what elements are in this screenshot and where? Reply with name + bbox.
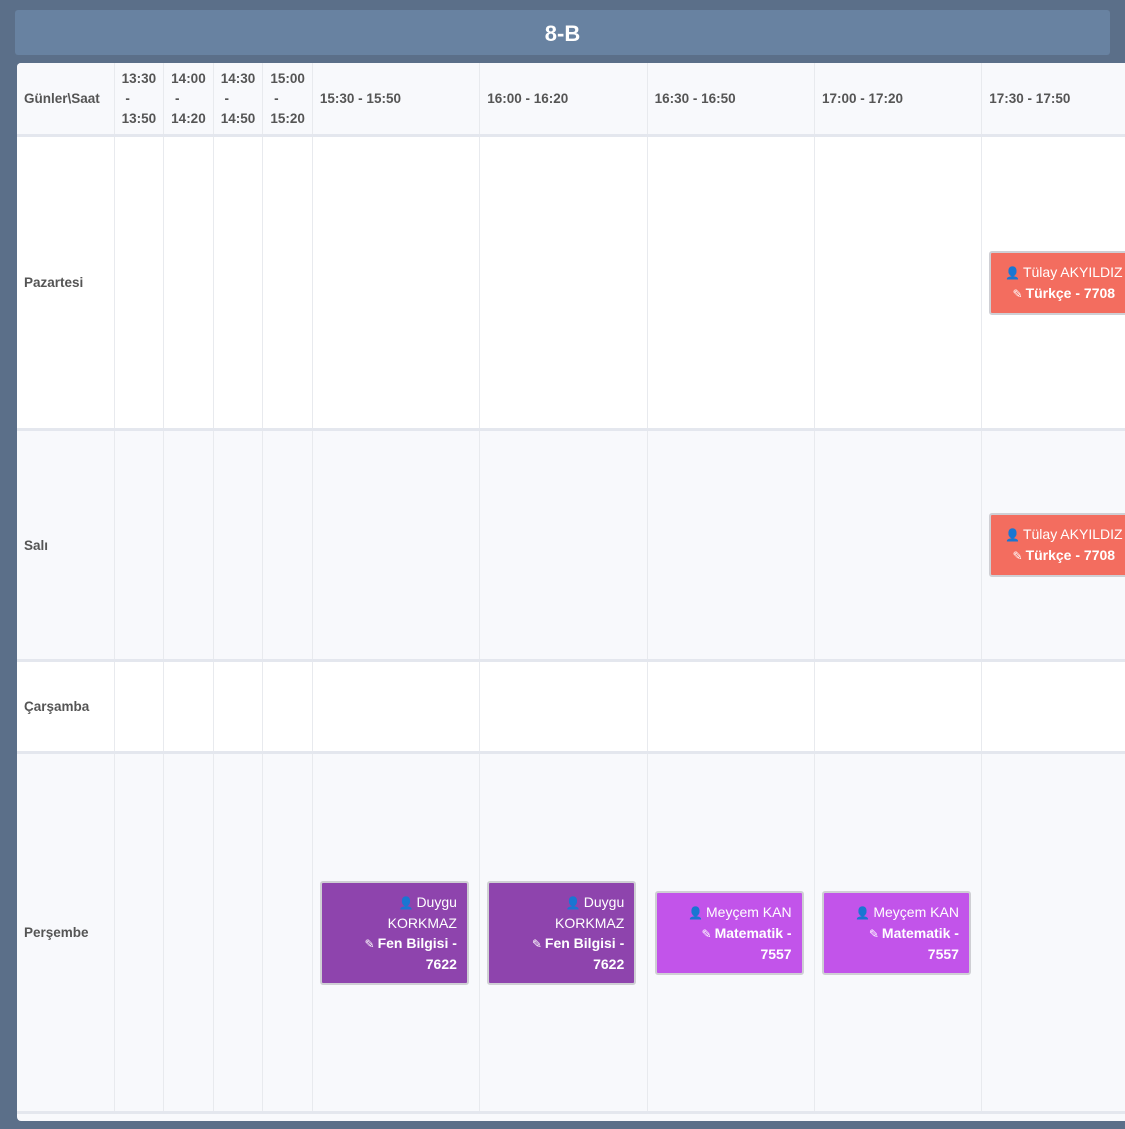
slot-header: 13:30 -13:50 [114, 63, 165, 136]
day-row: Perşembe 👤 Duygu KORKMAZ ✎ Fen Bilgisi - 7… [17, 752, 1125, 1113]
class-title: 8-B [15, 10, 1110, 55]
user-icon: 👤 [398, 895, 414, 910]
lesson-card[interactable]: 👤 Meyçem KAN ✎ Matematik - 7557 [654, 890, 804, 975]
edit-icon: ✎ [868, 926, 879, 941]
edit-icon: ✎ [1012, 286, 1023, 301]
edit-icon: ✎ [701, 926, 712, 941]
slot-header: 14:00 -14:20 [163, 63, 214, 136]
user-icon: 👤 [855, 905, 871, 920]
lesson-cell: 👤 Tülay AKYILDIZ ✎ Türkçe - 7708 [981, 429, 1125, 661]
slot-header: 17:00 - 17:20 [814, 63, 983, 136]
schedule-table: Günler\Saat 13:30 -13:50 14:00 -14:20 14… [17, 63, 1125, 1114]
day-row: Pazartesi 👤 Tülay AKYILDIZ ✎ Türkçe - 7708 [17, 135, 1125, 430]
lesson-card[interactable]: 👤 Duygu KORKMAZ ✎ Fen Bilgisi - 7622 [319, 880, 469, 985]
lesson-cell: 👤 Meyçem KAN ✎ Matematik - 7557 [814, 752, 983, 1113]
day-label: Pazartesi [17, 135, 115, 430]
day-label: Perşembe [17, 752, 115, 1113]
timetable: Günler\Saat 13:30 -13:50 14:00 -14:20 14… [17, 63, 1125, 1121]
day-label: Çarşamba [17, 660, 115, 753]
header-row: Günler\Saat 13:30 -13:50 14:00 -14:20 14… [17, 63, 1125, 136]
user-icon: 👤 [1005, 265, 1020, 280]
lesson-cell: 👤 Tülay AKYILDIZ ✎ Türkçe - 7708 [981, 135, 1125, 430]
lesson-cell: 👤 Duygu KORKMAZ ✎ Fen Bilgisi - 7622 [479, 752, 648, 1113]
lesson-cell: 👤 Duygu KORKMAZ ✎ Fen Bilgisi - 7622 [312, 752, 481, 1113]
lesson-cell: 👤 Meyçem KAN ✎ Matematik - 7557 [647, 752, 815, 1113]
lesson-card[interactable]: 👤 Meyçem KAN ✎ Matematik - 7557 [821, 890, 971, 975]
slot-header: 16:30 - 16:50 [647, 63, 815, 136]
corner-header: Günler\Saat [17, 63, 115, 136]
day-label: Salı [17, 429, 115, 661]
user-icon: 👤 [565, 895, 581, 910]
slot-header: 17:30 - 17:50 [981, 63, 1125, 136]
edit-icon: ✎ [1012, 549, 1023, 563]
slot-header: 15:00 -15:20 [262, 63, 313, 136]
day-row: Çarşamba [17, 660, 1125, 753]
lesson-card[interactable]: 👤 Duygu KORKMAZ ✎ Fen Bilgisi - 7622 [487, 880, 637, 985]
slot-header: 15:30 - 15:50 [312, 63, 481, 136]
slot-header: 14:30 -14:50 [213, 63, 264, 136]
slot-header: 16:00 - 16:20 [479, 63, 648, 136]
lesson-card[interactable]: 👤 Tülay AKYILDIZ ✎ Türkçe - 7708 [989, 250, 1125, 315]
user-icon: 👤 [1005, 528, 1020, 542]
edit-icon: ✎ [531, 936, 542, 951]
lesson-card[interactable]: 👤 Tülay AKYILDIZ ✎ Türkçe - 7708 [989, 513, 1125, 577]
edit-icon: ✎ [364, 936, 375, 951]
day-row: Salı 👤 Tülay AKYILDIZ ✎ Türkçe - 7708 [17, 429, 1125, 661]
user-icon: 👤 [688, 905, 704, 920]
